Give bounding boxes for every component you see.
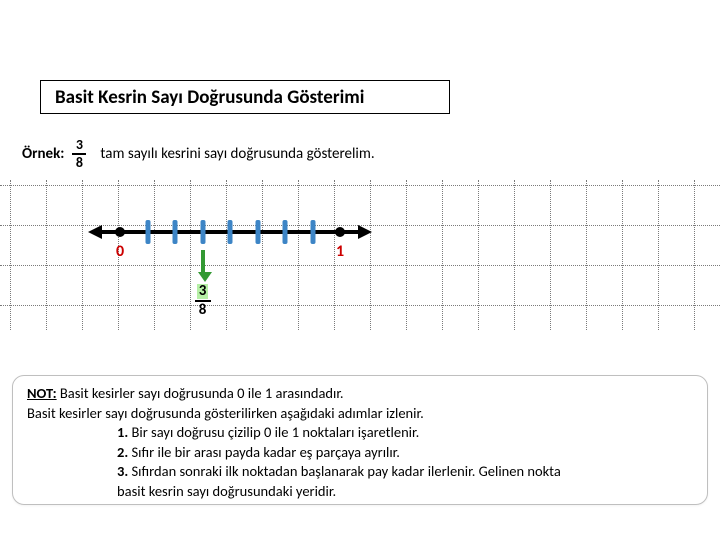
note-step: 2. Sıfır ile bir arası payda kadar eş pa… (27, 443, 693, 463)
grid-col (82, 180, 83, 330)
example-label: Örnek: (22, 145, 64, 163)
number-line-endpoint-label: 0 (116, 242, 124, 261)
grid-col (46, 180, 47, 330)
number-line-tick (200, 220, 205, 244)
number-line-tick (255, 220, 260, 244)
note-step: 1. Bir sayı doğrusu çizilip 0 ile 1 nokt… (27, 423, 693, 443)
grid-col (10, 180, 11, 330)
fraction-denominator: 8 (76, 156, 83, 170)
example-text: tam sayılı kesrini sayı doğrusunda göste… (100, 145, 374, 163)
note-step-text: Sıfırdan sonraki ilk noktadan başlanarak… (128, 462, 561, 480)
title-bar: Basit Kesrin Sayı Doğrusunda Gösterimi (40, 80, 450, 114)
note-step-number: 3. (117, 462, 128, 480)
number-line-tick (173, 220, 178, 244)
arrow-right-icon (358, 225, 372, 239)
marker-arrow-down-icon (198, 250, 208, 282)
grid-col (226, 180, 227, 330)
grid-col (694, 180, 695, 330)
grid-col (334, 180, 335, 330)
grid-col (370, 180, 371, 330)
background-grid (0, 180, 720, 330)
example-fraction: 3 8 (72, 138, 86, 170)
note-step-3-cont: basit kesrin sayı doğrusundaki yeridir. (27, 482, 693, 502)
note-step-number: 1. (117, 423, 128, 441)
note-line-1: NOT: Basit kesirler sayı doğrusunda 0 il… (27, 384, 693, 404)
note-step-number: 2. (117, 443, 128, 461)
grid-row (0, 265, 720, 266)
note-step-3-cont-text: basit kesrin sayı doğrusundaki yeridir. (117, 482, 336, 500)
grid-col (262, 180, 263, 330)
grid-col (514, 180, 515, 330)
note-step: 3. Sıfırdan sonraki ilk noktadan başlana… (27, 462, 693, 482)
marker-fraction-num: 3 (197, 284, 209, 299)
fraction-numerator: 3 (76, 138, 83, 152)
number-line-endpoint-dot (335, 227, 345, 237)
grid-col (442, 180, 443, 330)
grid-col (658, 180, 659, 330)
grid-col (586, 180, 587, 330)
example-row: Örnek: 3 8 tam sayılı kesrini sayı doğru… (22, 138, 375, 170)
number-line-tick (228, 220, 233, 244)
number-line-endpoint-dot (115, 227, 125, 237)
grid-col (478, 180, 479, 330)
note-steps: 1. Bir sayı doğrusu çizilip 0 ile 1 nokt… (27, 423, 693, 482)
note-line-2: Basit kesirler sayı doğrusunda gösterili… (27, 404, 693, 424)
grid-row (0, 185, 720, 186)
grid-col (622, 180, 623, 330)
number-line-tick (310, 220, 315, 244)
number-line-endpoint-label: 1 (336, 242, 344, 261)
page-title: Basit Kesrin Sayı Doğrusunda Gösterimi (55, 86, 364, 109)
grid-col (298, 180, 299, 330)
number-line-tick (145, 220, 150, 244)
note-step-text: Bir sayı doğrusu çizilip 0 ile 1 noktala… (128, 423, 419, 441)
note-box: NOT: Basit kesirler sayı doğrusunda 0 il… (12, 375, 708, 505)
note-line-1-text: Basit kesirler sayı doğrusunda 0 ile 1 a… (57, 384, 344, 402)
number-line-tick (283, 220, 288, 244)
grid-col (550, 180, 551, 330)
grid-col (190, 180, 191, 330)
grid-row (0, 305, 720, 306)
note-step-text: Sıfır ile bir arası payda kadar eş parça… (128, 443, 400, 461)
note-prefix: NOT: (27, 384, 57, 402)
marker-fraction-den: 8 (199, 303, 207, 318)
grid-col (154, 180, 155, 330)
grid-col (406, 180, 407, 330)
marker-fraction: 38 (195, 284, 211, 318)
